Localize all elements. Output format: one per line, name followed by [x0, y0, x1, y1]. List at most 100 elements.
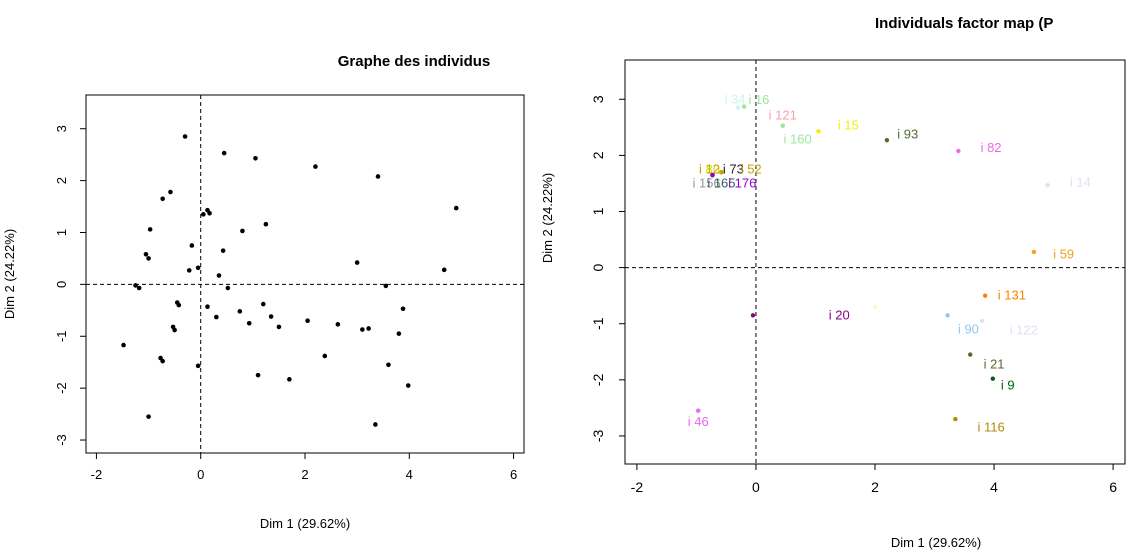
- x-tick-label: 0: [197, 467, 204, 482]
- data-point: [400, 306, 406, 312]
- x-tick-label: 0: [752, 479, 760, 495]
- point-label: i 121: [769, 108, 797, 123]
- data-point: [220, 248, 226, 253]
- point-label: i 165: [707, 175, 735, 190]
- point-label: i 122: [1010, 322, 1038, 337]
- data-point: [990, 376, 996, 381]
- chart-left-x-axis: -2 0 2 4 6: [91, 452, 517, 482]
- data-point: [168, 189, 173, 195]
- x-tick-label: 2: [301, 467, 308, 482]
- y-tick-label: 0: [590, 264, 606, 272]
- y-tick-label: 3: [54, 125, 69, 132]
- data-point: [354, 260, 360, 265]
- point-label: i 34: [725, 91, 746, 106]
- point-label: i 46: [688, 414, 709, 429]
- chart-right-plot-frame: [624, 59, 1126, 465]
- point-label: i 176: [728, 175, 756, 190]
- x-tick-label: -2: [91, 467, 103, 482]
- point-label: i 12: [699, 161, 720, 176]
- data-point: [160, 196, 165, 202]
- data-point: [982, 293, 988, 298]
- x-tick-label: 6: [510, 467, 517, 482]
- point-label: i 80: [699, 161, 720, 176]
- data-point: [195, 363, 201, 369]
- data-point: [968, 352, 973, 357]
- data-point: [237, 309, 243, 314]
- chart-left: Graphe des individus -2 0 2 4 6 -3 -2 -1 0 1 2 3 D…: [2, 53, 525, 531]
- chart-right: Individuals factor map (P -2 0 2 4 6 -3 -2 -1 0…: [540, 15, 1126, 550]
- data-point: [884, 138, 890, 143]
- point-label: i 52: [741, 161, 762, 176]
- y-tick-label: 2: [590, 151, 606, 159]
- y-tick-label: 3: [590, 95, 606, 103]
- data-point: [373, 422, 378, 427]
- data-point: [741, 104, 747, 109]
- data-point: [255, 372, 261, 378]
- point-label: i 20: [829, 307, 850, 322]
- y-tick-label: -3: [54, 434, 69, 446]
- y-tick-label: -1: [54, 330, 69, 342]
- data-point: [276, 324, 282, 330]
- data-point: [366, 326, 371, 331]
- chart-right-ylabel: Dim 2 (24.22%): [540, 173, 555, 263]
- y-tick-label: -2: [590, 373, 606, 386]
- data-point: [396, 331, 402, 336]
- data-point: [441, 267, 447, 273]
- data-point: [260, 301, 266, 307]
- data-point: [207, 210, 212, 216]
- point-label: i 160: [784, 132, 812, 147]
- y-tick-label: -3: [590, 430, 606, 443]
- data-point: [710, 172, 715, 178]
- x-tick-label: 2: [871, 479, 879, 495]
- chart-right-xlabel: Dim 1 (29.62%): [891, 535, 981, 550]
- data-point: [205, 304, 210, 309]
- chart-left-y-axis: -3 -2 -1 0 1 2 3: [54, 125, 86, 446]
- data-point: [696, 408, 701, 413]
- data-point: [121, 342, 126, 348]
- chart-left-xlabel: Dim 1 (29.62%): [260, 516, 350, 531]
- data-point: [945, 313, 950, 318]
- data-point: [816, 129, 821, 134]
- y-tick-label: 2: [54, 177, 69, 184]
- data-point: [160, 358, 165, 364]
- data-point: [979, 318, 985, 324]
- data-point: [146, 256, 151, 261]
- x-tick-label: 4: [990, 479, 998, 495]
- data-point: [221, 150, 227, 156]
- data-point: [375, 174, 381, 179]
- data-point: [136, 285, 142, 291]
- data-point: [1031, 249, 1037, 255]
- data-point: [780, 123, 785, 128]
- data-point: [240, 228, 245, 234]
- point-label: i 131: [998, 288, 1026, 303]
- data-point: [719, 170, 724, 175]
- data-point: [383, 283, 389, 289]
- data-point: [176, 302, 182, 308]
- point-label: i 73: [723, 161, 744, 176]
- point-label: i 9: [1001, 377, 1015, 392]
- chart-right-reference-lines: [625, 60, 1125, 464]
- point-label: i 90: [958, 321, 979, 336]
- data-point: [182, 134, 188, 139]
- point-label: i 14: [1070, 174, 1091, 189]
- data-point: [268, 314, 274, 319]
- data-point: [953, 416, 958, 422]
- x-tick-label: 6: [1109, 479, 1117, 495]
- point-label: i 116: [977, 420, 1004, 435]
- data-point: [405, 383, 411, 388]
- y-tick-label: -2: [54, 382, 69, 394]
- chart-left-reference-lines: [86, 95, 524, 453]
- y-tick-label: 1: [54, 229, 69, 236]
- data-point: [186, 268, 192, 273]
- point-label: i 59: [1053, 247, 1074, 262]
- y-tick-label: 0: [54, 281, 69, 288]
- chart-left-title: Graphe des individus: [338, 53, 491, 70]
- data-point: [956, 148, 961, 154]
- data-point: [750, 313, 756, 318]
- data-point: [872, 304, 878, 310]
- data-point: [195, 265, 201, 271]
- data-point: [322, 353, 328, 359]
- chart-left-points: [121, 134, 459, 427]
- data-point: [143, 251, 149, 257]
- point-label: i 21: [984, 357, 1005, 372]
